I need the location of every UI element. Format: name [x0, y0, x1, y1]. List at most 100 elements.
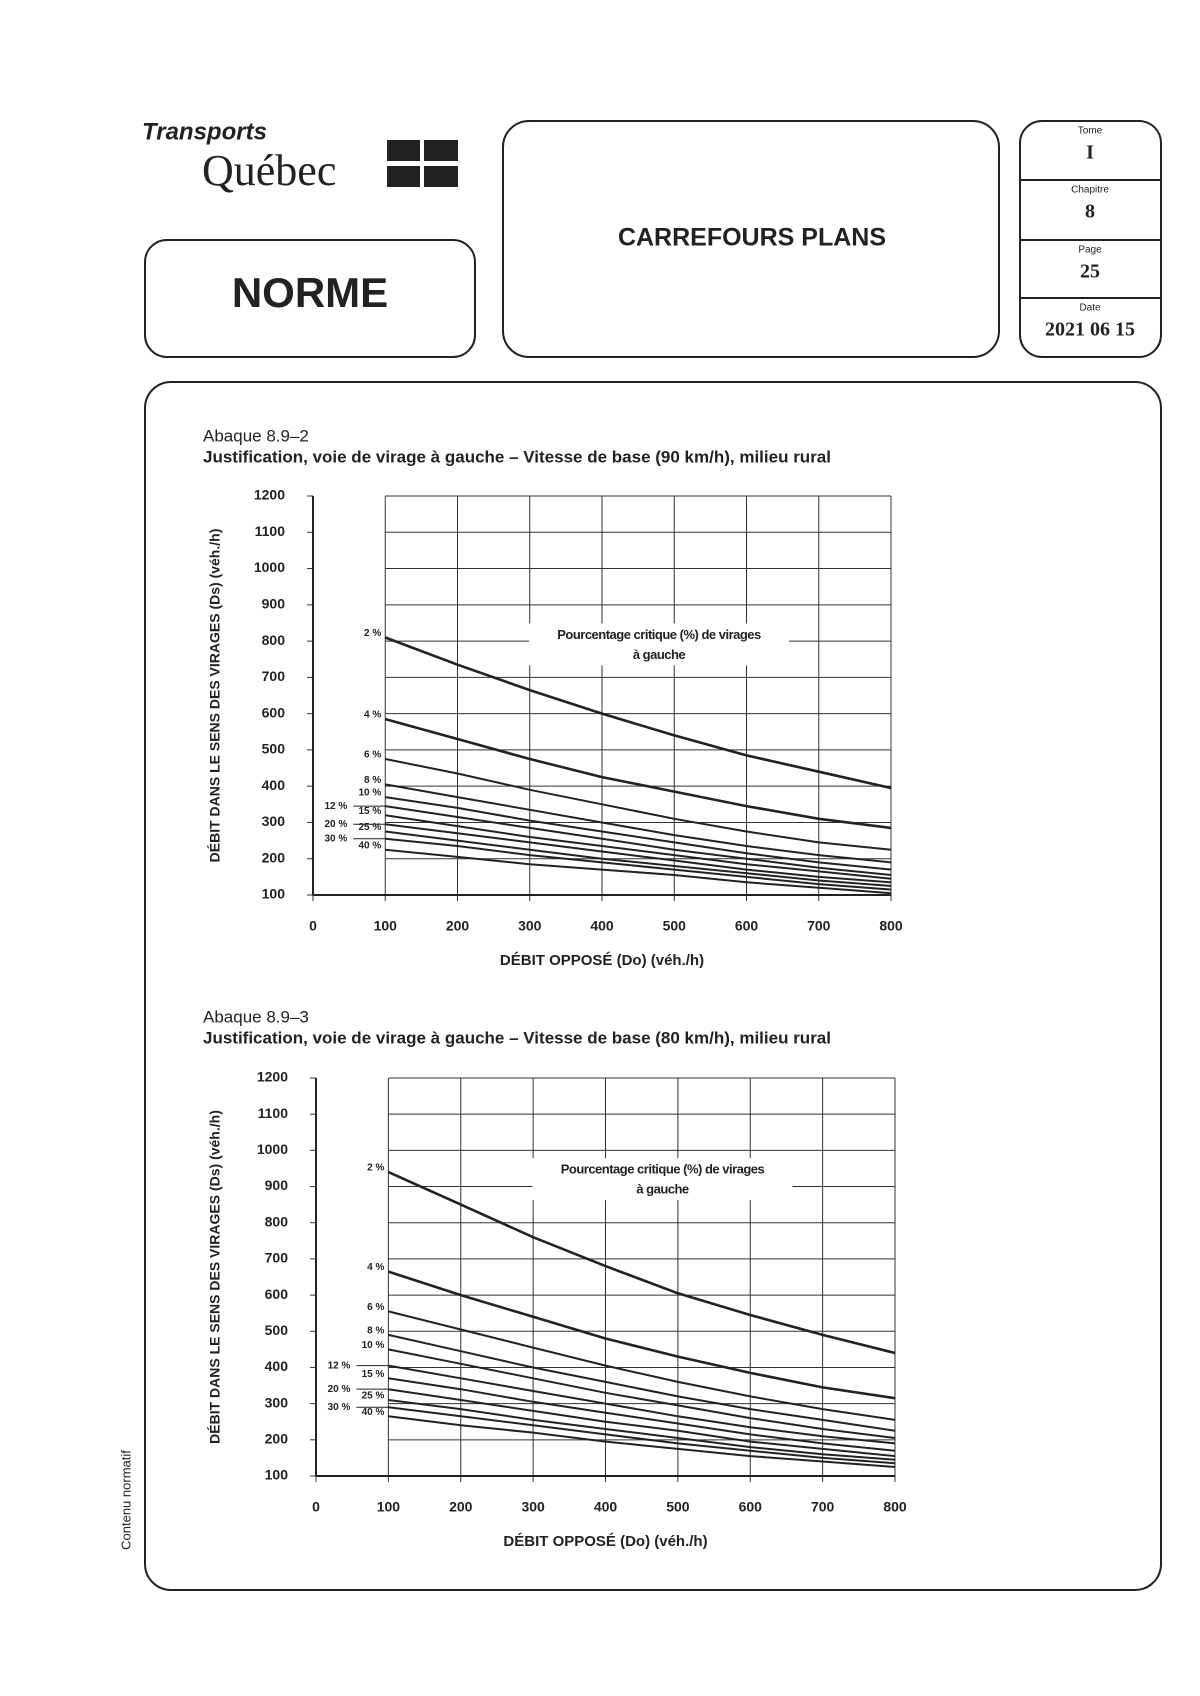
curve-label: 20 %	[328, 1384, 351, 1395]
curve	[388, 1310, 896, 1421]
y-tick-label: 1200	[257, 1069, 288, 1085]
y-tick-label: 900	[262, 596, 286, 612]
y-axis-label: DÉBIT DANS LE SENS DES VIRAGES (Ds) (véh…	[207, 1110, 223, 1444]
curve	[384, 717, 892, 830]
curve	[385, 805, 892, 876]
info-value: I	[1086, 142, 1094, 164]
logo-line1: Transports	[142, 118, 267, 145]
y-tick-label: 600	[265, 1286, 289, 1302]
x-tick-label: 0	[312, 1499, 320, 1515]
curve	[385, 830, 892, 887]
y-tick-label: 200	[262, 849, 286, 865]
y-tick-label: 800	[265, 1213, 289, 1229]
curve-label: 6 %	[364, 750, 381, 761]
x-tick-label: 100	[374, 918, 398, 934]
norme-box	[144, 239, 476, 358]
chart-caption: Abaque 8.9–3	[203, 1007, 309, 1026]
curve-label: 12 %	[324, 801, 347, 812]
x-tick-label: 600	[735, 918, 759, 934]
annotation-bg	[529, 623, 789, 666]
curve-label: 15 %	[358, 806, 381, 817]
doc-title: CARREFOURS PLANS	[618, 224, 886, 252]
info-label: Page	[1078, 245, 1102, 256]
annotation: Pourcentage critique (%) de virages	[561, 1162, 765, 1177]
info-value: 2021 06 15	[1045, 319, 1135, 341]
y-tick-label: 800	[262, 632, 286, 648]
info-value: 8	[1085, 201, 1095, 223]
curve-label: 25 %	[362, 1391, 385, 1402]
curve	[385, 796, 892, 871]
curve-label: 30 %	[324, 833, 347, 844]
info-label: Chapitre	[1071, 185, 1109, 196]
curve-label: 6 %	[367, 1302, 384, 1313]
curve-label: 30 %	[328, 1402, 351, 1413]
x-tick-label: 500	[666, 1499, 690, 1515]
norme: NORME	[232, 269, 388, 316]
curve	[388, 1364, 896, 1445]
title-box	[502, 120, 1000, 358]
x-axis-label: DÉBIT OPPOSÉ (Do) (véh./h)	[500, 952, 704, 969]
curve	[388, 1348, 896, 1439]
y-tick-label: 900	[265, 1177, 289, 1193]
x-tick-label: 0	[309, 918, 317, 934]
curve-label: 8 %	[364, 775, 381, 786]
y-axis-label: DÉBIT DANS LE SENS DES VIRAGES (Ds) (véh…	[207, 529, 223, 863]
x-tick-label: 300	[518, 918, 542, 934]
curve-label: 2 %	[364, 628, 381, 639]
curve-label: 8 %	[367, 1326, 384, 1337]
y-tick-label: 400	[265, 1358, 289, 1374]
curve	[385, 758, 892, 851]
curve-label: 40 %	[362, 1407, 385, 1418]
curve-label: 20 %	[324, 819, 347, 830]
x-tick-label: 800	[879, 918, 903, 934]
curve-label: 40 %	[358, 840, 381, 851]
x-tick-label: 100	[377, 1499, 401, 1515]
curve-label: 4 %	[367, 1262, 384, 1273]
y-tick-label: 1200	[254, 487, 285, 503]
y-tick-label: 100	[265, 1467, 289, 1483]
curve	[384, 636, 892, 790]
y-tick-label: 400	[262, 777, 286, 793]
curve	[385, 823, 892, 884]
curve-label: 4 %	[364, 710, 381, 721]
curve	[388, 1399, 896, 1461]
curve-label: 15 %	[362, 1369, 385, 1380]
content-frame	[144, 381, 1162, 1591]
info-label: Tome	[1078, 126, 1103, 137]
y-tick-label: 100	[262, 886, 286, 902]
annotation: à gauche	[633, 647, 686, 662]
x-tick-label: 400	[594, 1499, 618, 1515]
x-tick-label: 800	[883, 1499, 907, 1515]
curve	[388, 1333, 896, 1432]
side-note: Contenu normatif	[118, 1450, 133, 1550]
logo-line2: Québec	[202, 146, 336, 195]
x-tick-label: 300	[521, 1499, 545, 1515]
y-tick-label: 300	[265, 1394, 289, 1410]
x-tick-label: 200	[446, 918, 470, 934]
y-tick-label: 500	[262, 741, 286, 757]
y-tick-label: 200	[265, 1431, 289, 1447]
annotation: Pourcentage critique (%) de virages	[557, 627, 761, 642]
curve	[388, 1406, 896, 1465]
curve	[387, 1270, 896, 1400]
annotation-bg	[532, 1158, 793, 1201]
y-tick-label: 700	[262, 668, 286, 684]
annotation: à gauche	[636, 1182, 689, 1197]
curve-label: 10 %	[362, 1340, 385, 1351]
chart-title: Justification, voie de virage à gauche –…	[203, 447, 831, 466]
curve	[385, 814, 892, 880]
y-tick-label: 1100	[258, 1105, 289, 1121]
curve	[388, 1415, 896, 1468]
y-tick-label: 600	[262, 704, 286, 720]
curve	[385, 837, 892, 891]
curve	[387, 1170, 896, 1355]
curve-label: 12 %	[328, 1360, 351, 1371]
curve	[388, 1377, 896, 1452]
x-tick-label: 200	[449, 1499, 473, 1515]
y-tick-label: 700	[265, 1250, 289, 1266]
chart-caption: Abaque 8.9–2	[203, 426, 309, 445]
y-tick-label: 1100	[255, 523, 286, 539]
x-tick-label: 600	[739, 1499, 763, 1515]
y-tick-label: 1000	[257, 1141, 288, 1157]
